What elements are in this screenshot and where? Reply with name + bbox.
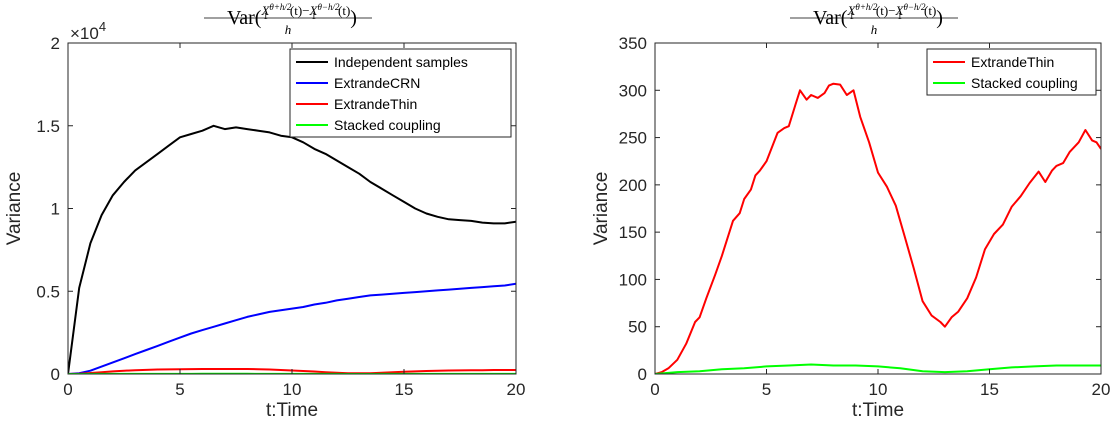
x-tick-label: 20 <box>1092 380 1111 399</box>
y-exponent-label: ×104 <box>70 19 106 43</box>
y-tick-label: 2 <box>51 34 60 53</box>
series-line-1 <box>655 82 1101 374</box>
legend-label-3: ExtrandeThin <box>334 96 417 112</box>
title-num-b-sub: 1 <box>898 11 903 21</box>
title-den: h <box>285 22 292 37</box>
y-tick-label: 200 <box>619 176 647 195</box>
chart-panel-1: 0 5 10 15 2000.511.52×104t:TimeVarianceVar(X… <box>4 2 525 421</box>
title-num-b-sub: 1 <box>312 11 317 21</box>
y-exponent-base: ×10 <box>70 24 99 43</box>
legend-box <box>289 48 512 138</box>
y-tick-label: 100 <box>619 270 647 289</box>
title-num-a: X <box>260 3 270 18</box>
x-tick-label: 15 <box>395 380 414 399</box>
chart-panel-2: 0 5 10 15 20050100150200250300350t:TimeVaria… <box>591 2 1110 421</box>
y-exponent-power: 4 <box>99 19 106 34</box>
title-num-a-sub: 1 <box>263 11 268 21</box>
y-tick-label: 1.5 <box>36 117 60 136</box>
y-tick-label: 300 <box>619 81 647 100</box>
title-num-a-sup: θ+h/2 <box>269 2 291 12</box>
chart-title: Var(Xθ+h/2 1 (t)−Xθ−h/2 1 (t)) <box>813 2 943 29</box>
x-axis-label: t:Time <box>266 400 318 421</box>
title-num-a-arg: (t) <box>290 3 302 18</box>
title-minus: − <box>302 3 309 18</box>
series-line-2 <box>655 363 1101 374</box>
legend-label-2: ExtrandeCRN <box>334 75 420 91</box>
title-num-b: X <box>309 3 319 18</box>
legend: ExtrandeThin Stacked coupling <box>926 48 1097 96</box>
x-tick-label: 5 <box>175 380 184 399</box>
title-num-b-arg: (t) <box>338 3 350 18</box>
y-axis-label: Variance <box>591 172 612 246</box>
series-line-2 <box>68 282 516 374</box>
x-tick-label: 0 <box>63 380 72 399</box>
legend: Independent samples ExtrandeCRN ExtrandeTh… <box>289 48 512 138</box>
title-num-a-sub: 1 <box>849 11 854 21</box>
title-minus: − <box>888 3 895 18</box>
y-tick-label: 350 <box>619 34 647 53</box>
title-num-b-sup: θ−h/2 <box>904 2 926 12</box>
series-line-1 <box>68 124 516 374</box>
title-num-a-sup: θ+h/2 <box>855 2 877 12</box>
legend-label-2: Stacked coupling <box>971 75 1078 91</box>
y-tick-label: 150 <box>619 223 647 242</box>
x-tick-label: 5 <box>762 380 771 399</box>
y-axis-label: Variance <box>4 172 25 246</box>
title-num-b-sup: θ−h/2 <box>318 2 340 12</box>
x-tick-label: 15 <box>980 380 999 399</box>
x-axis-label: t:Time <box>852 400 904 421</box>
legend-label-4: Stacked coupling <box>334 117 441 133</box>
title-num-a: X <box>846 3 856 18</box>
y-tick-label: 0 <box>638 365 647 384</box>
x-tick-label: 0 <box>650 380 659 399</box>
legend-box <box>926 48 1097 96</box>
legend-label-1: ExtrandeThin <box>971 54 1054 70</box>
x-tick-label: 10 <box>869 380 888 399</box>
y-tick-label: 50 <box>628 318 647 337</box>
title-num-b-arg: (t) <box>924 3 936 18</box>
title-num-a-arg: (t) <box>876 3 888 18</box>
y-tick-label: 0 <box>51 365 60 384</box>
title-den: h <box>871 22 878 37</box>
x-tick-label: 20 <box>507 380 526 399</box>
y-tick-label: 250 <box>619 129 647 148</box>
x-tick-label: 10 <box>283 380 302 399</box>
y-tick-label: 0.5 <box>36 282 60 301</box>
chart-title: Var(Xθ+h/2 1 (t)−Xθ−h/2 1 (t)) <box>227 2 357 29</box>
legend-label-1: Independent samples <box>334 54 468 70</box>
y-tick-label: 1 <box>51 200 60 219</box>
title-num-b: X <box>895 3 905 18</box>
